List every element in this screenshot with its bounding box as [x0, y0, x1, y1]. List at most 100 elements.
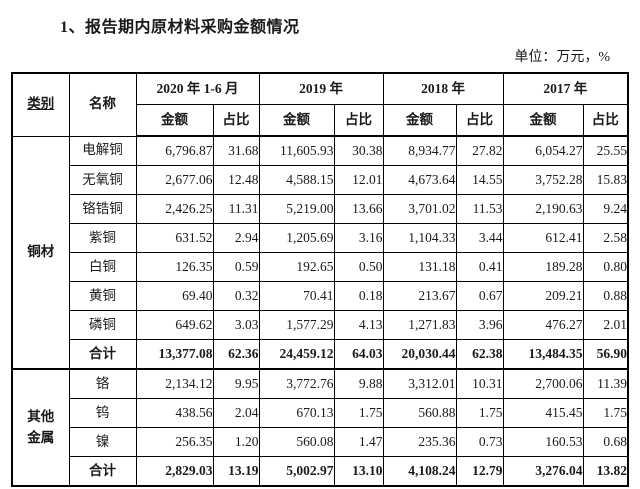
amount-cell: 2,677.06 [135, 165, 214, 195]
header-ratio-2019: 占比 [333, 104, 384, 137]
table-row: 钨 438.56 2.04 670.13 1.75 560.88 1.75 415.45 1.7… [12, 398, 629, 428]
amount-cell: 631.52 [135, 223, 214, 253]
header-period-2018: 2018 年 [382, 72, 504, 105]
amount-cell: 209.21 [502, 281, 584, 311]
ratio-cell: 13.82 [582, 456, 629, 487]
ratio-cell: 10.31 [455, 368, 504, 399]
table-row: 磷铜 649.62 3.03 1,577.29 4.13 1,271.83 3.96 476.… [12, 310, 629, 340]
material-name-cell: 无氧铜 [68, 165, 137, 195]
ratio-cell: 27.82 [455, 135, 504, 166]
amount-cell: 670.13 [258, 398, 335, 428]
amount-cell: 649.62 [135, 310, 214, 340]
header-amount-2018: 金额 [382, 104, 457, 137]
ratio-cell: 1.75 [455, 398, 504, 428]
ratio-cell: 12.01 [333, 165, 384, 195]
amount-cell: 6,054.27 [502, 135, 584, 166]
header-row-periods: 类别 名称 2020 年 1-6 月 2019 年 2018 年 2017 年 [11, 72, 629, 137]
amount-cell: 126.35 [135, 252, 214, 282]
amount-cell: 3,701.02 [382, 194, 457, 224]
ratio-cell: 0.73 [455, 427, 504, 457]
ratio-cell: 2.04 [212, 398, 260, 428]
category-cell: 铜材 [11, 135, 70, 370]
amount-cell: 2,190.63 [502, 194, 584, 224]
amount-cell: 13,484.35 [502, 339, 584, 370]
header-category: 类别 [11, 72, 70, 137]
amount-cell: 612.41 [502, 223, 584, 253]
amount-cell: 560.88 [382, 398, 457, 428]
amount-cell: 3,752.28 [502, 165, 584, 195]
table-row: 合计 13,377.08 62.36 24,459.12 64.03 20,030.44 6… [12, 339, 629, 370]
table-row: 铬锆铜 2,426.25 11.31 5,219.00 13.66 3,701.02 11.… [12, 194, 629, 224]
ratio-cell: 13.19 [212, 456, 260, 487]
ratio-cell: 0.88 [582, 281, 629, 311]
ratio-cell: 3.16 [333, 223, 384, 253]
header-category-label: 类别 [27, 96, 55, 112]
ratio-cell: 3.44 [455, 223, 504, 253]
ratio-cell: 13.10 [333, 456, 384, 487]
table-row: 合计 2,829.03 13.19 5,002.97 13.10 4,108.24 12.7… [12, 456, 629, 487]
amount-cell: 438.56 [135, 398, 214, 428]
amount-cell: 6,796.87 [135, 135, 214, 166]
header-period-2017: 2017 年 [502, 72, 629, 105]
amount-cell: 160.53 [502, 427, 584, 457]
ratio-cell: 1.20 [212, 427, 260, 457]
amount-cell: 5,002.97 [258, 456, 335, 487]
procurement-table: 类别 名称 2020 年 1-6 月 2019 年 2018 年 2017 年 … [11, 72, 629, 487]
header-period-2020: 2020 年 1-6 月 [135, 72, 260, 105]
amount-cell: 4,673.64 [382, 165, 457, 195]
header-amount-2019: 金额 [258, 104, 335, 137]
table-header: 类别 名称 2020 年 1-6 月 2019 年 2018 年 2017 年 … [11, 72, 629, 137]
ratio-cell: 25.55 [582, 135, 629, 166]
ratio-cell: 11.53 [455, 194, 504, 224]
amount-cell: 560.08 [258, 427, 335, 457]
ratio-cell: 3.03 [212, 310, 260, 340]
material-name-cell: 紫铜 [68, 223, 137, 253]
material-name-cell: 铬 [68, 368, 137, 399]
ratio-cell: 30.38 [333, 135, 384, 166]
amount-cell: 5,219.00 [258, 194, 335, 224]
amount-cell: 2,829.03 [135, 456, 214, 487]
ratio-cell: 0.80 [582, 252, 629, 282]
amount-cell: 476.27 [502, 310, 584, 340]
ratio-cell: 0.18 [333, 281, 384, 311]
amount-cell: 11,605.93 [258, 135, 335, 166]
amount-cell: 192.65 [258, 252, 335, 282]
table-row: 其他金属铬 2,134.12 9.95 3,772.76 9.88 3,312.01 10.… [11, 368, 629, 487]
ratio-cell: 56.90 [582, 339, 629, 370]
unit-note: 单位：万元，% [514, 50, 610, 65]
header-name: 名称 [68, 72, 137, 137]
amount-cell: 3,772.76 [258, 368, 335, 399]
header-amount-2017: 金额 [502, 104, 584, 137]
amount-cell: 24,459.12 [258, 339, 335, 370]
ratio-cell: 0.32 [212, 281, 260, 311]
header-ratio-2018: 占比 [455, 104, 504, 137]
amount-cell: 3,312.01 [382, 368, 457, 399]
amount-cell: 2,700.06 [502, 368, 584, 399]
ratio-cell: 0.59 [212, 252, 260, 282]
ratio-cell: 11.31 [212, 194, 260, 224]
header-row-measures: 金额 占比 金额 占比 金额 占比 金额 占比 [12, 104, 629, 137]
material-name-cell: 磷铜 [68, 310, 137, 340]
table-row: 紫铜 631.52 2.94 1,205.69 3.16 1,104.33 3.44 612.… [12, 223, 629, 253]
ratio-cell: 12.79 [455, 456, 504, 487]
table-row: 铜材 电解铜 6,796.87 31.68 11,605.93 30.38 8,934.77… [11, 135, 629, 370]
ratio-cell: 0.67 [455, 281, 504, 311]
ratio-cell: 9.24 [582, 194, 629, 224]
ratio-cell: 9.95 [212, 368, 260, 399]
ratio-cell: 1.75 [333, 398, 384, 428]
category-label: 其他金属 [27, 409, 55, 445]
ratio-cell: 9.88 [333, 368, 384, 399]
amount-cell: 131.18 [382, 252, 457, 282]
ratio-cell: 12.48 [212, 165, 260, 195]
category-cell: 其他金属 [11, 368, 70, 487]
material-name-cell: 电解铜 [68, 135, 137, 166]
table-row: 无氧铜 2,677.06 12.48 4,588.15 12.01 4,673.64 14.… [12, 165, 629, 195]
ratio-cell: 0.50 [333, 252, 384, 282]
amount-cell: 8,934.77 [382, 135, 457, 166]
amount-cell: 2,134.12 [135, 368, 214, 399]
material-name-cell: 白铜 [68, 252, 137, 282]
amount-cell: 3,276.04 [502, 456, 584, 487]
amount-cell: 1,577.29 [258, 310, 335, 340]
amount-cell: 70.41 [258, 281, 335, 311]
